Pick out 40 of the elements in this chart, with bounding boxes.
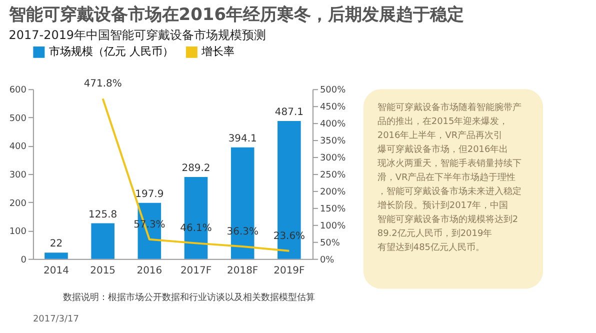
y2-tick-label: 350% bbox=[320, 136, 346, 147]
x-tick-label: 2014 bbox=[44, 265, 69, 276]
legend-label: 市场规模（亿元 人民币） bbox=[48, 45, 174, 58]
y-tick-label: 300 bbox=[9, 170, 27, 180]
data-label: 394.1 bbox=[228, 133, 257, 144]
y2-tick-label: 500% bbox=[320, 86, 346, 96]
text: 数据说明：根据市场公开数据和行业访谈以及相关数据模型估算 bbox=[62, 292, 315, 303]
data-label: 471.8% bbox=[84, 78, 122, 90]
data-label: 22 bbox=[50, 238, 63, 250]
y2-tick-label: 200% bbox=[320, 187, 346, 198]
y2-tick-label: 250% bbox=[320, 170, 346, 180]
y-tick-label: 600 bbox=[9, 86, 27, 96]
y-tick-label: 0 bbox=[20, 255, 27, 266]
bar bbox=[44, 252, 68, 259]
y2-tick-label: 150% bbox=[320, 204, 346, 214]
chart-subtitle: 2017-2019年中国智能可穿戴设备市场规模预测 bbox=[8, 28, 266, 42]
y2-tick-label: 0% bbox=[320, 255, 335, 266]
y2-tick-label: 400% bbox=[320, 120, 346, 130]
y2-tick-label: 300% bbox=[320, 154, 346, 164]
y-tick-label: 100 bbox=[9, 227, 27, 238]
text: 2017/3/17 bbox=[32, 314, 79, 325]
x-tick-label: 2015 bbox=[90, 265, 116, 276]
x-tick-label: 2019F bbox=[274, 265, 305, 276]
bar bbox=[91, 223, 114, 259]
x-tick-label: 2016 bbox=[136, 265, 162, 276]
data-label: 125.8 bbox=[88, 209, 118, 220]
x-tick-label: 2017F bbox=[180, 265, 212, 276]
y-tick-label: 200 bbox=[9, 198, 27, 209]
y-tick-label: 400 bbox=[9, 142, 27, 152]
data-label: 197.9 bbox=[135, 188, 164, 200]
data-label: 289.2 bbox=[182, 163, 210, 174]
legend-label: 增长率 bbox=[200, 45, 235, 58]
chart-title: 智能可穿戴设备市场在2016年经历寒冬，后期发展趋于稳定 bbox=[8, 5, 464, 26]
data-label: 487.1 bbox=[274, 107, 304, 118]
y-tick-label: 500 bbox=[9, 114, 27, 124]
x-tick-label: 2018F bbox=[227, 265, 258, 276]
y2-tick-label: 450% bbox=[320, 102, 346, 113]
y2-tick-label: 50% bbox=[320, 238, 340, 248]
text: 智能可穿戴设备市场随着智能腕带产品的推出，在2015年迎来爆发，2016年上半年，VR产品再次引爆可穿戴设备市场，但2016年出现冰火两重天，智能手表销量持续下滑，VR产品在下半年市场趋于理性，智能可穿戴设备市场未来进入稳定增长阶段。预计到2017年，中国智能可穿戴设备市场的规模将达到289.2亿元人民币，到2019年有望达到485亿元人民币。 bbox=[377, 103, 522, 253]
y2-tick-label: 100% bbox=[320, 221, 346, 232]
